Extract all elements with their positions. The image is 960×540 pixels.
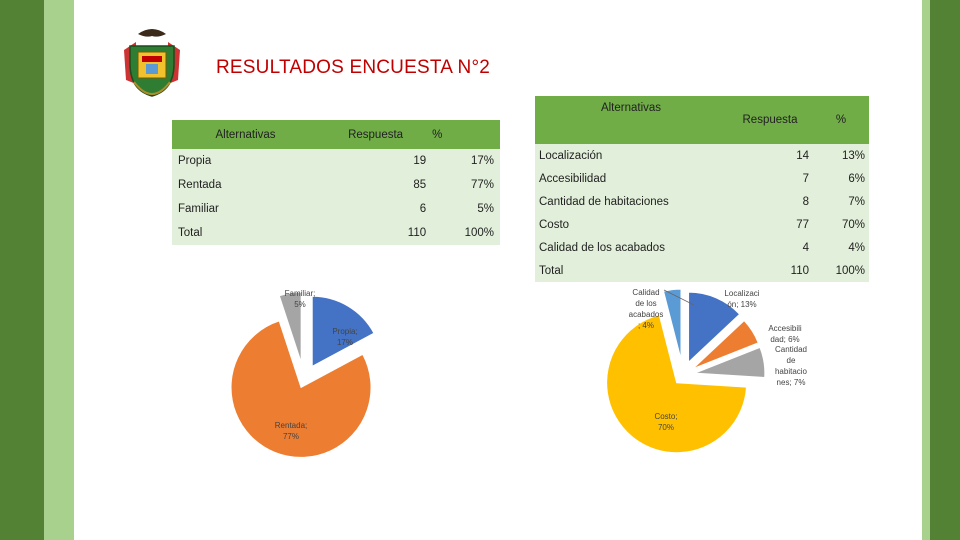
row-response: 14 xyxy=(727,144,813,167)
pie-slice-accesibilidad xyxy=(692,319,759,370)
row-label: Total xyxy=(535,259,727,282)
pie-slice-rentada xyxy=(230,320,372,458)
row-label: Total xyxy=(172,221,320,245)
row-response: 6 xyxy=(319,197,433,221)
row-response: 4 xyxy=(727,236,813,259)
pie-slice-familiar xyxy=(278,291,302,363)
table-row: Propia 19 17% xyxy=(172,149,500,173)
row-response: 19 xyxy=(319,149,433,173)
table-row: Accesibilidad 7 6% xyxy=(535,167,869,190)
column-header-percent: % xyxy=(432,120,500,149)
row-response: 85 xyxy=(319,173,433,197)
row-response: 110 xyxy=(727,259,813,282)
table-row: Familiar 6 5% xyxy=(172,197,500,221)
row-percent: 100% xyxy=(432,221,500,245)
pie-leader-line xyxy=(663,289,695,306)
row-percent: 17% xyxy=(432,149,500,173)
column-header-alternativas: Alternativas xyxy=(535,96,727,144)
housing-results-table: Alternativas Respuesta % Propia 19 17% R… xyxy=(172,120,500,245)
pie-slice-costo xyxy=(606,314,748,454)
pie-label-familiar: Familiar; 5% xyxy=(285,289,316,309)
column-header-percent: % xyxy=(813,96,869,144)
pie-label-costo: Costo; 70% xyxy=(654,412,677,432)
row-percent: 5% xyxy=(432,197,500,221)
pie-label-accesibilidad: Accesibili dad; 6% xyxy=(768,324,802,344)
table-row: Localización 14 13% xyxy=(535,144,869,167)
column-header-respuesta: Respuesta xyxy=(319,120,433,149)
row-label: Costo xyxy=(535,213,727,236)
pie-slice-cantidad-de-habitaciones xyxy=(694,346,766,379)
table-row: Cantidad de habitaciones 8 7% xyxy=(535,190,869,213)
column-header-alternativas: Alternativas xyxy=(172,120,320,149)
row-percent: 4% xyxy=(813,236,869,259)
row-percent: 70% xyxy=(813,213,869,236)
row-response: 77 xyxy=(727,213,813,236)
row-label: Propia xyxy=(172,149,320,173)
row-response: 7 xyxy=(727,167,813,190)
table-row: Rentada 85 77% xyxy=(172,173,500,197)
row-response: 110 xyxy=(319,221,433,245)
pie-slice-calidad-de-los-acabados xyxy=(662,288,682,360)
pie-label-localizacion: Localizaci ón; 13% xyxy=(724,289,759,309)
row-label: Familiar xyxy=(172,197,320,221)
column-header-respuesta: Respuesta xyxy=(727,96,813,144)
pie-label-cantidad-de-habitaciones: Cantidad de habitacio nes; 7% xyxy=(775,345,808,387)
pie-slice-propia xyxy=(311,295,375,368)
right-accent-band-light xyxy=(922,0,930,540)
table-row: Calidad de los acabados 4 4% xyxy=(535,236,869,259)
table-header-row: Alternativas Respuesta % xyxy=(172,120,500,149)
row-label: Rentada xyxy=(172,173,320,197)
pie-label-rentada: Rentada; 77% xyxy=(275,421,307,441)
pie-label-calidad-de-los-acabados: Calidad de los acabados; 4% xyxy=(629,288,664,330)
pie-label-propia: Propia; 17% xyxy=(332,327,357,347)
right-accent-band-dark xyxy=(930,0,960,540)
table-header-row: Alternativas Respuesta % xyxy=(535,96,869,144)
row-percent: 100% xyxy=(813,259,869,282)
left-accent-band-light xyxy=(44,0,74,540)
table-row-total: Total 110 100% xyxy=(172,221,500,245)
row-label: Cantidad de habitaciones xyxy=(535,190,727,213)
table-row-total: Total 110 100% xyxy=(535,259,869,282)
factors-results-table: Alternativas Respuesta % Localización 14… xyxy=(535,96,869,282)
left-accent-band-dark xyxy=(0,0,44,540)
row-percent: 7% xyxy=(813,190,869,213)
pie-slice-localizacion xyxy=(688,291,741,364)
row-label: Localización xyxy=(535,144,727,167)
table-row: Costo 77 70% xyxy=(535,213,869,236)
row-percent: 6% xyxy=(813,167,869,190)
page-title: RESULTADOS ENCUESTA N°2 xyxy=(216,57,491,78)
coat-of-arms-logo xyxy=(124,29,180,97)
row-response: 8 xyxy=(727,190,813,213)
row-label: Calidad de los acabados xyxy=(535,236,727,259)
row-label: Accesibilidad xyxy=(535,167,727,190)
row-percent: 13% xyxy=(813,144,869,167)
row-percent: 77% xyxy=(432,173,500,197)
